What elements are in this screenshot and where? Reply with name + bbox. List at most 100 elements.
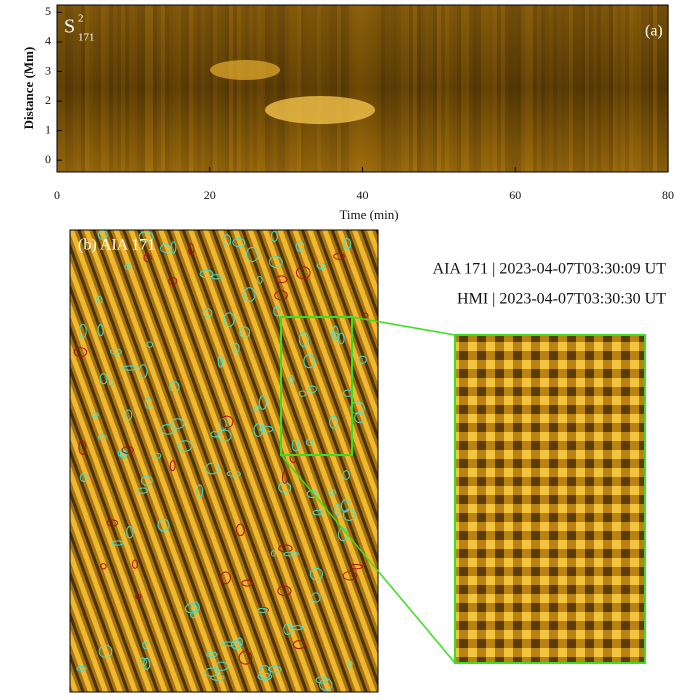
magnetic-contour <box>342 508 356 521</box>
magnetic-contour <box>334 503 341 516</box>
magnetic-contour <box>270 230 278 242</box>
magnetic-contour <box>309 567 324 581</box>
image-strip <box>573 5 577 172</box>
image-strip <box>261 5 265 172</box>
image-strip <box>629 5 633 172</box>
magnetic-contour <box>78 440 87 455</box>
image-strip <box>441 5 445 172</box>
magnetic-contour <box>124 409 133 421</box>
magnetic-contour <box>354 411 365 424</box>
magnetic-contour <box>273 306 281 317</box>
zoom-connector <box>280 454 456 664</box>
image-strip <box>125 5 129 172</box>
image-strip <box>577 5 581 172</box>
magnetic-contour <box>90 412 99 418</box>
magnetic-contour <box>298 390 307 397</box>
magnetic-contour <box>256 607 268 614</box>
image-strip <box>137 5 141 172</box>
magnetic-contour <box>111 540 124 546</box>
image-strip <box>561 5 565 172</box>
image-strip <box>265 5 269 172</box>
magnetic-contour <box>223 312 235 327</box>
magnetic-contour <box>205 462 220 475</box>
magnetic-contour <box>233 343 240 353</box>
panel-a: S 2 171 (a) Time (min) Distance (Mm) 0 20… <box>21 4 674 222</box>
image-strip <box>461 5 465 172</box>
image-strip <box>93 5 97 172</box>
magnetic-contour <box>142 657 151 670</box>
magnetic-contour <box>97 230 108 240</box>
magnetic-contour <box>121 365 137 371</box>
magnetic-contour <box>348 563 364 570</box>
magnetic-contour <box>220 415 234 429</box>
magnetic-contour <box>283 623 292 635</box>
magnetic-contour <box>235 523 245 537</box>
annotation: HMI | 2023-04-07T03:30:30 UT <box>457 291 666 308</box>
magnetic-contour <box>79 473 88 482</box>
image-strip <box>657 5 661 172</box>
image-strip <box>329 5 333 172</box>
magnetic-contour <box>341 499 350 513</box>
x-tick-label: 0 <box>54 188 60 202</box>
magnetic-contour <box>144 397 153 409</box>
magnetic-contour <box>245 247 259 262</box>
panel-label: (b) AIA 171 <box>78 237 155 254</box>
magnetic-contour <box>270 550 276 557</box>
zoom-box <box>280 316 353 456</box>
image-strip <box>297 5 301 172</box>
image-strip <box>565 5 569 172</box>
image-strip <box>437 5 441 172</box>
image-strip <box>281 5 285 172</box>
y-tick-label: 1 <box>45 122 51 136</box>
panel-title-sup: 2 <box>78 13 84 25</box>
image-strip <box>581 5 585 172</box>
image-strip <box>649 5 653 172</box>
magnetic-contour <box>97 324 104 337</box>
image-strip <box>489 5 493 172</box>
magnetic-contour <box>295 240 305 252</box>
image-strip <box>601 5 605 172</box>
magnetic-contour <box>256 275 263 284</box>
image-strip <box>213 5 217 172</box>
magnetic-contour <box>214 661 229 671</box>
image-strip <box>641 5 645 172</box>
magnetic-contour <box>196 484 204 498</box>
magnetic-contour <box>220 571 231 585</box>
image-strip <box>353 5 357 172</box>
image-strip <box>617 5 621 172</box>
image-strip <box>345 5 349 172</box>
image-strip <box>317 5 321 172</box>
y-tick-label: 2 <box>45 93 51 107</box>
magnetic-contour <box>308 385 317 393</box>
image-strip <box>449 5 453 172</box>
magnetic-contour <box>170 241 177 254</box>
image-strip <box>309 5 313 172</box>
magnetic-contour <box>169 460 176 472</box>
magnetic-contour <box>226 470 241 477</box>
magnetic-contour <box>311 592 321 603</box>
image-strip <box>381 5 385 172</box>
image-strip <box>97 5 101 172</box>
image-strip <box>661 5 665 172</box>
aia-image <box>69 229 379 693</box>
magnetic-contour <box>259 425 274 433</box>
magnetic-contour <box>253 423 264 437</box>
image-strip <box>197 5 201 172</box>
image-strip <box>73 5 77 172</box>
image-strip <box>173 5 177 172</box>
magnetic-contour <box>278 544 293 553</box>
image-strip <box>373 5 377 172</box>
magnetic-contour <box>110 348 122 355</box>
image-strip <box>625 5 629 172</box>
magnetic-contour <box>305 438 314 447</box>
image-strip <box>481 5 485 172</box>
image-strip <box>385 5 389 172</box>
image-strip <box>401 5 405 172</box>
image-strip <box>473 5 477 172</box>
y-tick-label: 5 <box>45 4 51 18</box>
magnetic-contour <box>298 332 309 347</box>
image-strip <box>545 5 549 172</box>
image-strip <box>305 5 309 172</box>
image-strip <box>493 5 497 172</box>
